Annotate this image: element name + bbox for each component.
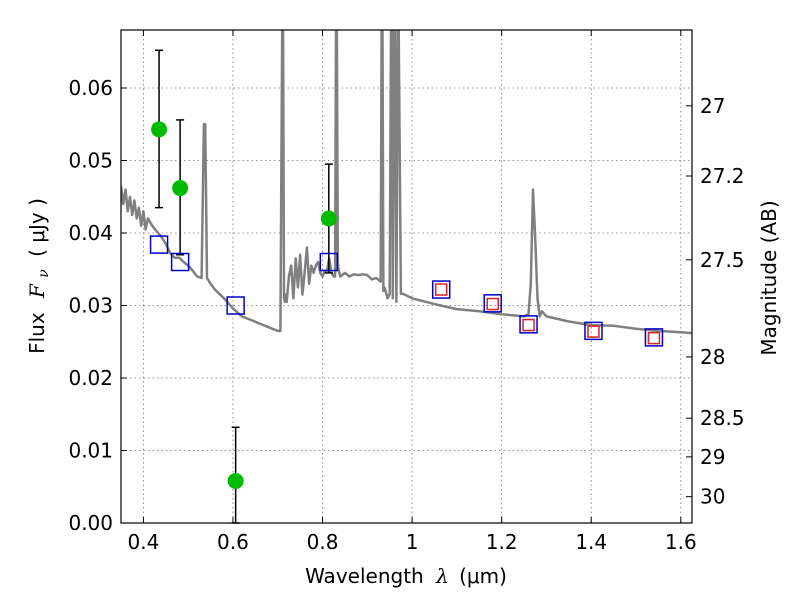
red-photometry-square — [434, 283, 448, 296]
x-axis-label: Wavelength λ (μm) — [305, 564, 507, 588]
observed-point — [227, 472, 244, 489]
observed-point — [320, 210, 337, 227]
model-curve-layer — [121, 30, 692, 335]
y2-tick-label: 28.5 — [700, 406, 745, 430]
model-photometry-square — [149, 235, 169, 254]
observed-point — [172, 180, 189, 197]
point-layer — [149, 121, 664, 489]
model-photometry-square — [644, 328, 664, 347]
tick-layer: 0.4 0.6 0.8 1 1.2 1.4 1.6 0.00 0.01 0.02 0.03 0.04 0… — [68, 30, 745, 554]
x-tick-label: 0.8 — [307, 530, 339, 554]
x-tick-label: 0.4 — [127, 530, 159, 554]
y2-axis-label: Magnitude (AB) — [757, 200, 781, 355]
red-photometry-square — [486, 297, 499, 311]
y2-tick-label: 27.5 — [700, 248, 745, 272]
model-sed-line — [121, 30, 692, 335]
model-photometry-square — [226, 296, 245, 315]
x-tick-label: 1.2 — [486, 530, 518, 554]
model-photometry-square — [319, 252, 339, 272]
red-photometry-square — [522, 318, 535, 332]
grid-lines — [121, 30, 692, 524]
x-tick-label: 1.6 — [665, 530, 697, 554]
y2-tick-label: 27 — [700, 94, 725, 118]
model-photometry-square — [170, 252, 190, 272]
y-tick-label: 0.00 — [68, 511, 113, 535]
observed-point — [151, 121, 168, 138]
x-tick-label: 1 — [406, 530, 419, 554]
y2-tick-label: 30 — [700, 485, 725, 509]
red-photometry-square — [587, 325, 600, 338]
x-tick-label: 1.4 — [575, 530, 607, 554]
model-photometry-square — [584, 321, 603, 341]
y2-tick-label: 28 — [700, 345, 725, 369]
error-bar-layer — [155, 49, 333, 524]
x-tick-label: 0.6 — [217, 530, 249, 554]
y-tick-label: 0.05 — [68, 149, 113, 173]
red-photometry-square — [647, 331, 661, 345]
y-tick-label: 0.01 — [68, 439, 113, 463]
y-axis-label: Flux F ν ( μJy ) — [25, 198, 53, 354]
y2-tick-label: 27.2 — [700, 164, 745, 188]
plot-frame — [120, 29, 693, 524]
y-tick-label: 0.03 — [68, 294, 113, 318]
y-tick-label: 0.02 — [68, 366, 113, 390]
model-photometry-square — [483, 294, 502, 313]
model-photometry-square — [519, 315, 538, 334]
y-tick-label: 0.04 — [68, 221, 113, 245]
model-photometry-square — [431, 280, 451, 299]
y-tick-label: 0.06 — [68, 76, 113, 100]
y2-tick-label: 29 — [700, 445, 725, 469]
